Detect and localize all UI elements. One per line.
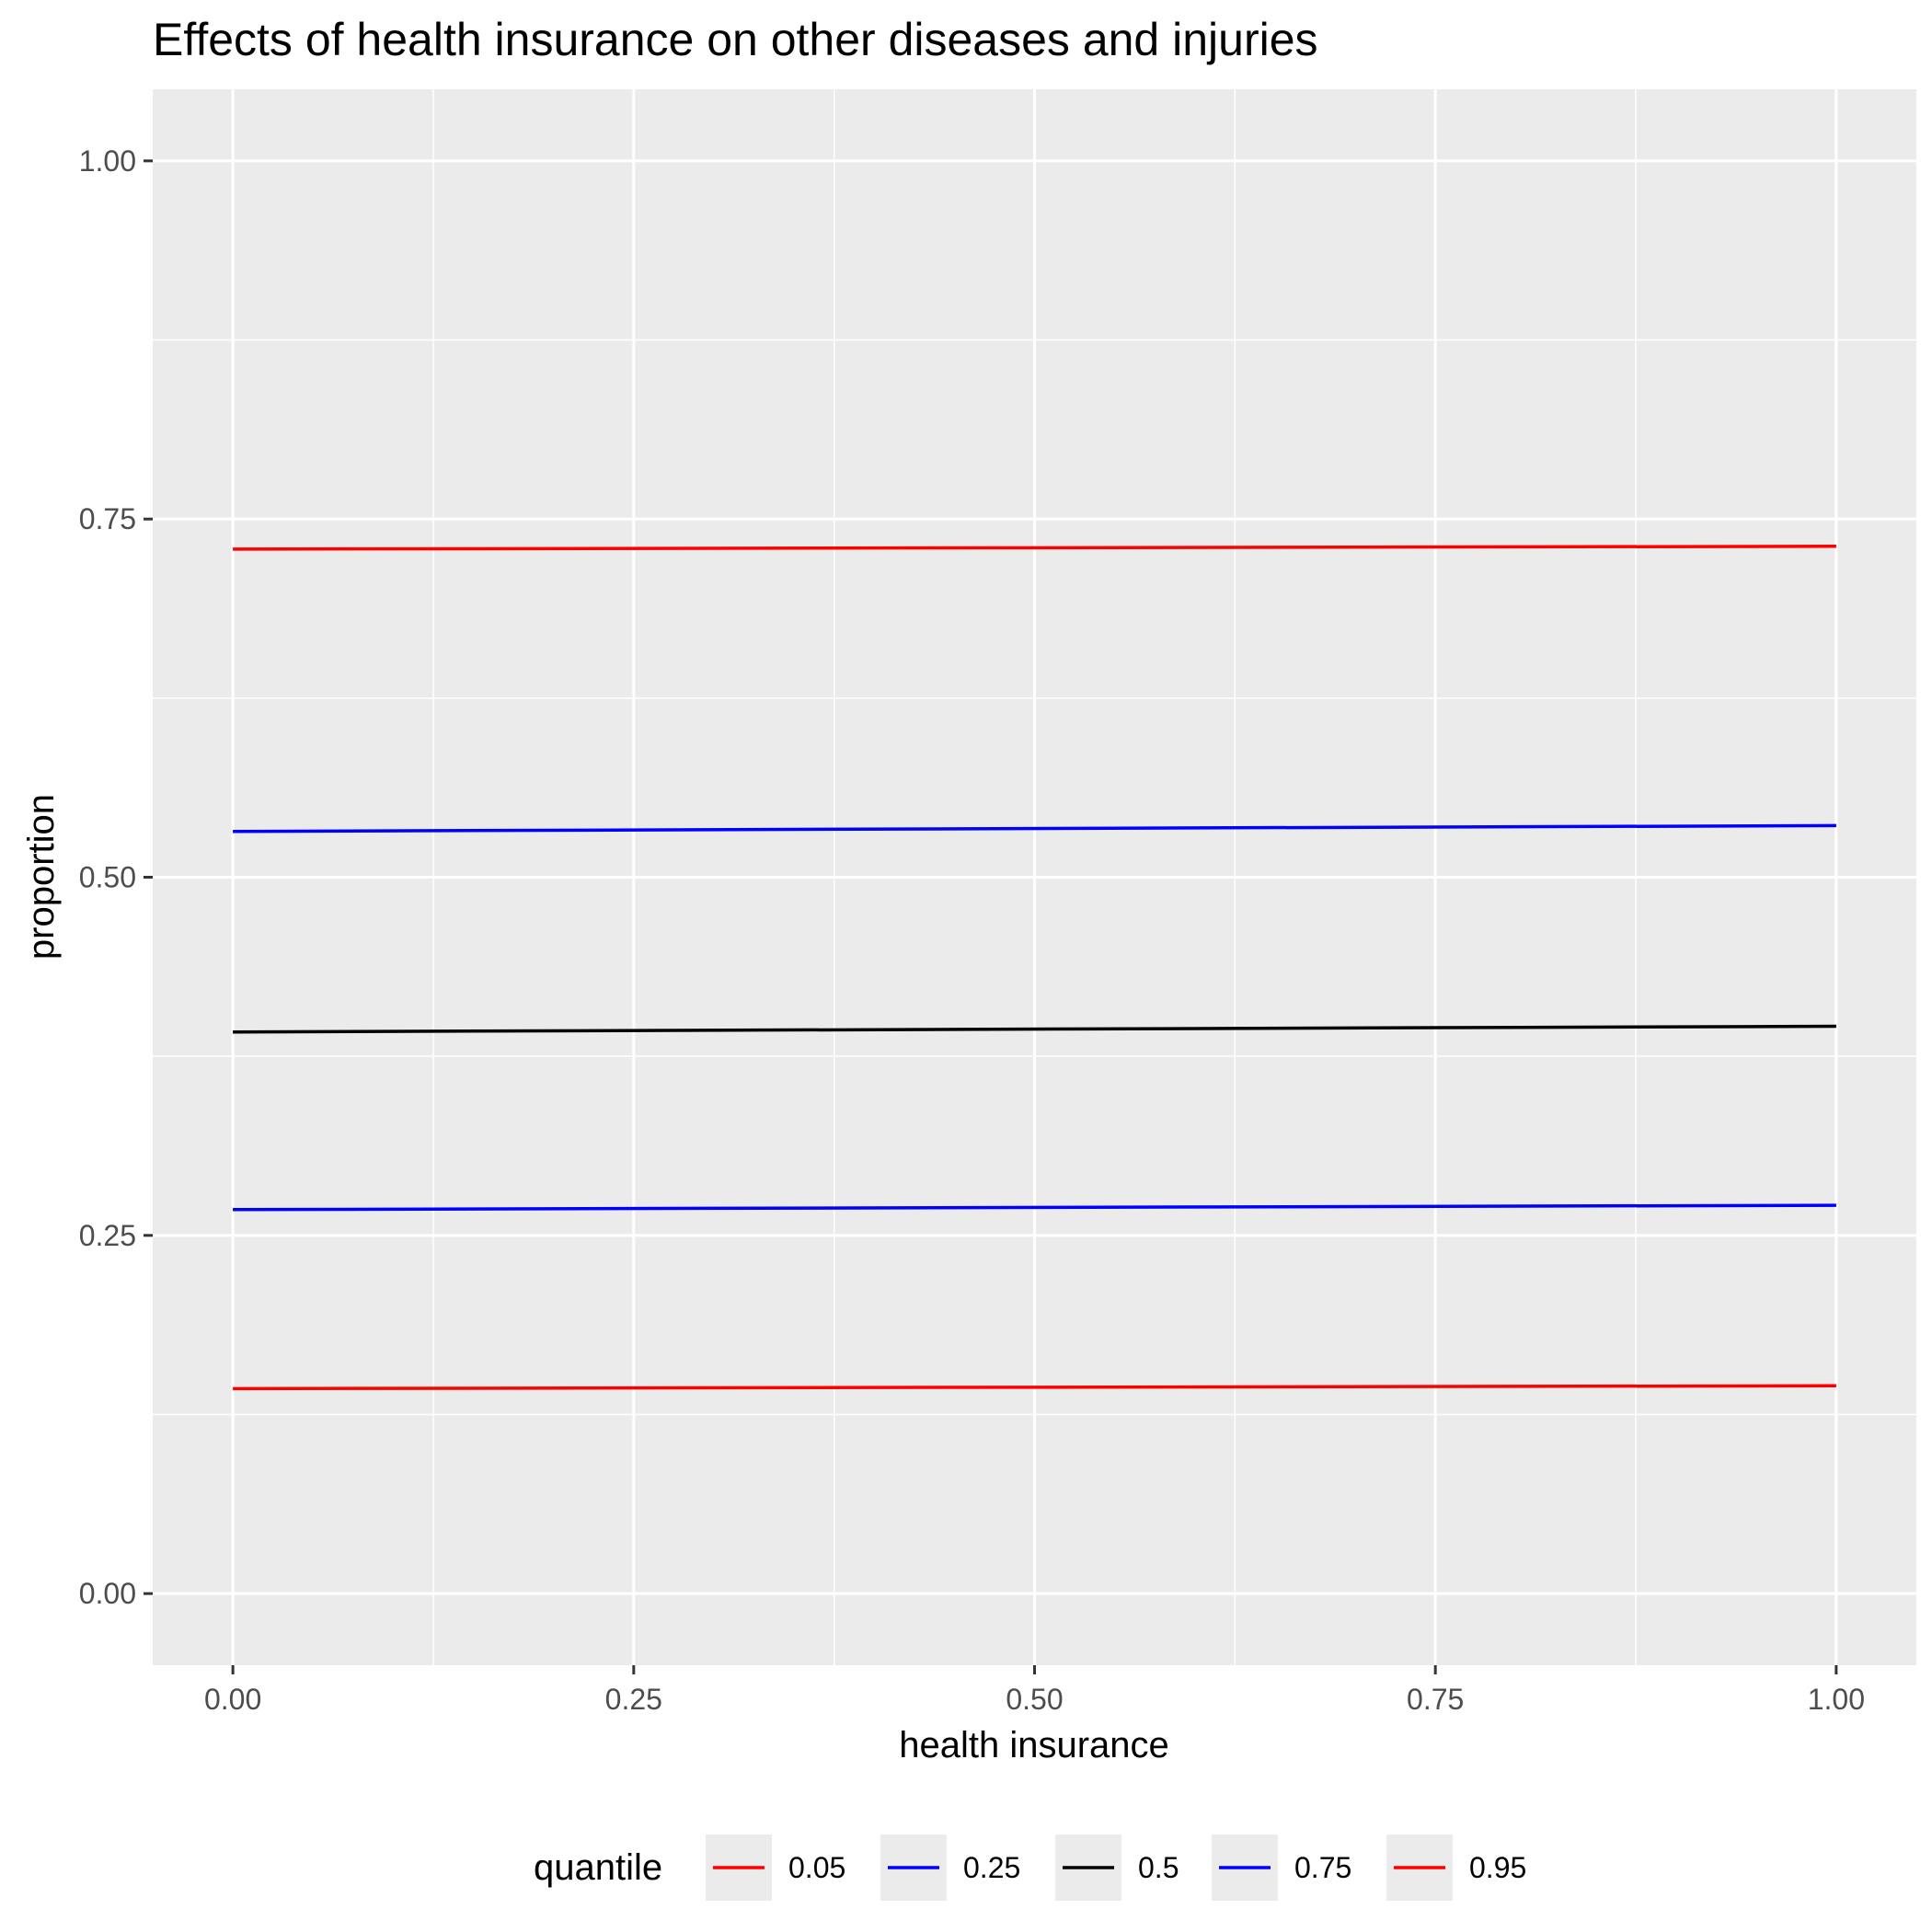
series-line-0-75 <box>233 823 1836 834</box>
legend-label: 0.25 <box>963 1851 1020 1884</box>
x-tick-label: 0.00 <box>204 1683 261 1716</box>
x-tick-label: 1.00 <box>1808 1683 1865 1716</box>
series-line-0-05 <box>233 1384 1836 1391</box>
legend: quantile 0.05 0.25 0.5 0.75 0.95 <box>534 1834 1526 1901</box>
legend-item: 0.75 <box>1212 1834 1351 1901</box>
series-line-0-25 <box>233 1203 1836 1212</box>
series-line-0-95 <box>233 545 1836 551</box>
legend-item: 0.25 <box>880 1834 1020 1901</box>
series-lines <box>233 545 1836 1391</box>
x-tick-label: 0.50 <box>1006 1683 1063 1716</box>
axis-ticks: 0.00 0.25 0.50 0.75 1.00 0.00 0.25 0.50 0.75 1.00 <box>79 144 1865 1716</box>
legend-title: quantile <box>534 1847 662 1888</box>
y-tick-label: 0.75 <box>79 502 136 535</box>
legend-items: 0.05 0.25 0.5 0.75 0.95 <box>706 1834 1526 1901</box>
y-tick-label: 0.50 <box>79 861 136 894</box>
legend-item: 0.05 <box>706 1834 845 1901</box>
chart-title: Effects of health insurance on other dis… <box>153 14 1318 65</box>
y-tick-label: 0.25 <box>79 1219 136 1252</box>
series-line-0-5 <box>233 1024 1836 1034</box>
legend-item: 0.5 <box>1055 1834 1179 1901</box>
y-axis-title: proportion <box>21 794 62 960</box>
legend-label: 0.75 <box>1294 1851 1351 1884</box>
legend-label: 0.5 <box>1138 1851 1179 1884</box>
legend-label: 0.95 <box>1469 1851 1526 1884</box>
legend-label: 0.05 <box>788 1851 845 1884</box>
x-axis-title: health insurance <box>899 1725 1169 1765</box>
y-tick-label: 1.00 <box>79 144 136 178</box>
y-tick-label: 0.00 <box>79 1577 136 1610</box>
legend-item: 0.95 <box>1386 1834 1526 1901</box>
grid-lines <box>153 89 1916 1665</box>
x-tick-label: 0.25 <box>605 1683 662 1716</box>
x-tick-label: 0.75 <box>1407 1683 1464 1716</box>
